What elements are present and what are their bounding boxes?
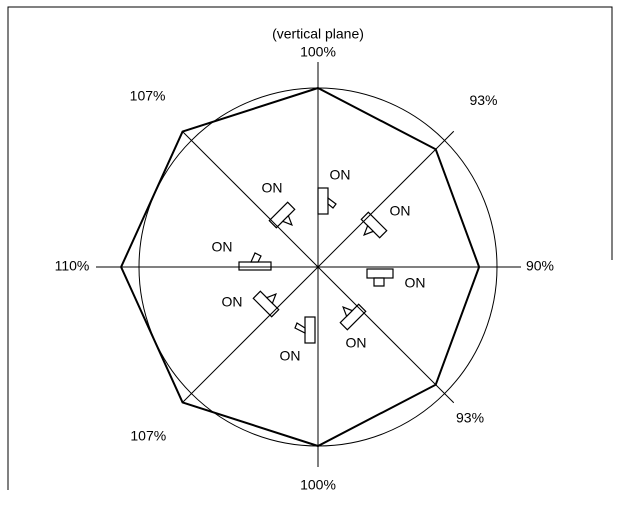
value-label: 107% — [130, 427, 166, 443]
radar-polygon — [120, 86, 481, 448]
value-label: 93% — [469, 92, 497, 108]
on-label: ON — [346, 335, 367, 351]
value-label: 110% — [55, 258, 90, 274]
value-label: 100% — [300, 477, 336, 493]
value-label: 90% — [526, 258, 554, 274]
on-label: ON — [405, 275, 426, 291]
on-label: ON — [390, 203, 411, 219]
on-label: ON — [262, 180, 283, 196]
title: (vertical plane) — [272, 26, 364, 42]
spoke — [317, 266, 455, 404]
on-label: ON — [212, 239, 233, 255]
on-label: ON — [222, 294, 243, 310]
value-label: 100% — [300, 44, 336, 60]
spoke — [181, 130, 319, 268]
spoke — [181, 266, 319, 404]
frame — [7, 6, 613, 490]
on-label: ON — [280, 348, 301, 364]
value-label: 93% — [456, 410, 484, 426]
value-label: 107% — [130, 87, 166, 103]
spoke — [317, 130, 455, 268]
on-label: ON — [330, 167, 351, 183]
switch-icons — [238, 187, 394, 344]
